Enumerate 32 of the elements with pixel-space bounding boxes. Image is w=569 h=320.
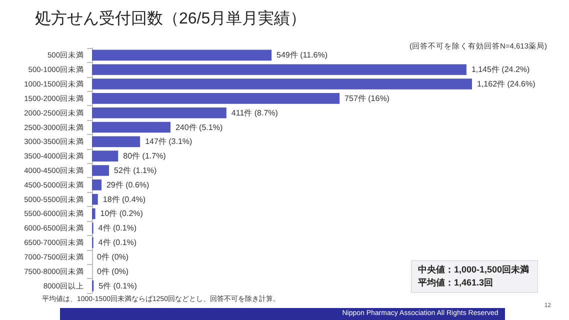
annotation: 中央値：1,000-1,500回未満	[418, 264, 530, 274]
data-label: 0件 (0%)	[97, 252, 129, 262]
data-label: 4件 (0.1%)	[98, 224, 137, 233]
data-label: 18件 (0.4%)	[102, 194, 146, 204]
bar	[92, 93, 340, 104]
data-label: 147件 (3.1%)	[145, 137, 193, 146]
data-label: 1,162件 (24.6%)	[477, 80, 536, 89]
bar	[92, 180, 102, 190]
bar	[92, 150, 118, 162]
bar	[92, 64, 466, 76]
data-label: 10件 (0.2%)	[100, 209, 144, 218]
data-label: 52件 (1.1%)	[114, 166, 158, 175]
annotation: 平均値：1,461.3回	[417, 278, 494, 288]
bar	[92, 136, 140, 148]
bar	[92, 78, 472, 90]
data-label: 80件 (1.7%)	[123, 152, 166, 161]
bar	[92, 122, 170, 133]
bar	[92, 208, 96, 220]
data-label: 5件 (0.1%)	[98, 281, 138, 290]
data-label: 240件 (5.1%)	[175, 122, 223, 132]
bar	[92, 50, 272, 61]
data-label: 549件 (11.6%)	[276, 50, 328, 60]
bar	[92, 107, 226, 118]
data-label: 29件 (0.6%)	[106, 180, 150, 190]
chart-title: 処方せん受付回数（26/5月単月実績）	[35, 10, 306, 28]
data-label: 757件 (16%)	[344, 94, 390, 103]
bar	[92, 165, 110, 176]
data-label: 411件 (8.7%)	[231, 108, 278, 118]
bar	[92, 194, 98, 205]
data-label: 1,145件 (24.2%)	[471, 65, 530, 74]
data-label: 4件 (0.1%)	[98, 238, 137, 248]
data-label: 0件 (0%)	[97, 266, 129, 276]
